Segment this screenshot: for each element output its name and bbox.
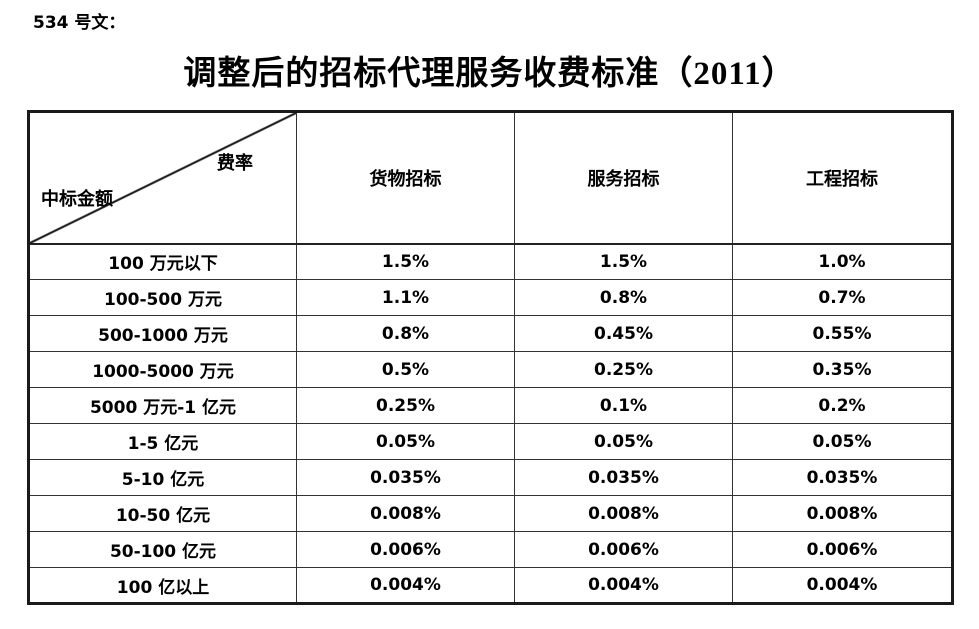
fee-cell: 0.006% [296,531,515,568]
row-label: 100 万元以下 [28,243,297,280]
row-label: 50-100 亿元 [28,531,297,568]
fee-cell: 0.035% [732,459,953,496]
fee-cell: 0.25% [296,387,515,424]
fee-cell: 0.008% [514,495,733,532]
fee-cell: 0.004% [296,567,515,604]
table-row: 10-50 亿元 0.008% 0.008% 0.008% [28,495,953,532]
fee-cell: 0.45% [514,315,733,352]
page-title: 调整后的招标代理服务收费标准（2011） [183,56,796,92]
fee-cell: 0.008% [732,495,953,532]
fee-cell: 0.8% [514,279,733,316]
column-header-engineering-bidding: 工程招标 [732,111,953,245]
fee-rate-table: 费率 中标金额 货物招标 服务招标 工程招标 100 万元以下 1.5% 1.5… [27,110,954,605]
table-row: 1-5 亿元 0.05% 0.05% 0.05% [28,423,953,460]
fee-cell: 0.05% [296,423,515,460]
table-row: 500-1000 万元 0.8% 0.45% 0.55% [28,315,953,352]
fee-cell: 0.55% [732,315,953,352]
doc-number-label: 534 号文： [33,13,126,33]
fee-cell: 0.7% [732,279,953,316]
corner-cell: 费率 中标金额 [28,111,297,245]
row-label: 500-1000 万元 [28,315,297,352]
fee-cell: 0.004% [514,567,733,604]
table-row: 100-500 万元 1.1% 0.8% 0.7% [28,279,953,316]
diagonal-divider-line [30,113,296,243]
row-label: 5000 万元-1 亿元 [28,387,297,424]
row-label: 100 亿以上 [28,567,297,604]
table-row: 1000-5000 万元 0.5% 0.25% 0.35% [28,351,953,388]
header-row: 费率 中标金额 货物招标 服务招标 工程招标 [28,111,953,245]
fee-cell: 0.05% [514,423,733,460]
table-row: 100 万元以下 1.5% 1.5% 1.0% [28,243,953,280]
corner-label-fee-rate: 费率 [217,153,253,174]
row-label: 1000-5000 万元 [28,351,297,388]
fee-cell: 1.5% [514,243,733,280]
column-header-goods-bidding: 货物招标 [296,111,515,245]
fee-cell: 1.0% [732,243,953,280]
fee-cell: 0.035% [296,459,515,496]
fee-cell: 0.1% [514,387,733,424]
fee-cell: 0.035% [514,459,733,496]
fee-cell: 0.2% [732,387,953,424]
fee-cell: 0.006% [514,531,733,568]
fee-cell: 0.05% [732,423,953,460]
fee-cell: 0.008% [296,495,515,532]
row-label: 100-500 万元 [28,279,297,316]
column-header-service-bidding: 服务招标 [514,111,733,245]
row-label: 1-5 亿元 [28,423,297,460]
fee-cell: 0.8% [296,315,515,352]
fee-cell: 1.5% [296,243,515,280]
fee-cell: 0.004% [732,567,953,604]
fee-cell: 1.1% [296,279,515,316]
corner-label-bid-amount: 中标金额 [41,189,113,210]
table-row: 50-100 亿元 0.006% 0.006% 0.006% [28,531,953,568]
fee-cell: 0.35% [732,351,953,388]
fee-cell: 0.006% [732,531,953,568]
table-row: 5000 万元-1 亿元 0.25% 0.1% 0.2% [28,387,953,424]
table-row: 5-10 亿元 0.035% 0.035% 0.035% [28,459,953,496]
row-label: 5-10 亿元 [28,459,297,496]
fee-cell: 0.5% [296,351,515,388]
fee-cell: 0.25% [514,351,733,388]
table-row: 100 亿以上 0.004% 0.004% 0.004% [28,567,953,604]
row-label: 10-50 亿元 [28,495,297,532]
